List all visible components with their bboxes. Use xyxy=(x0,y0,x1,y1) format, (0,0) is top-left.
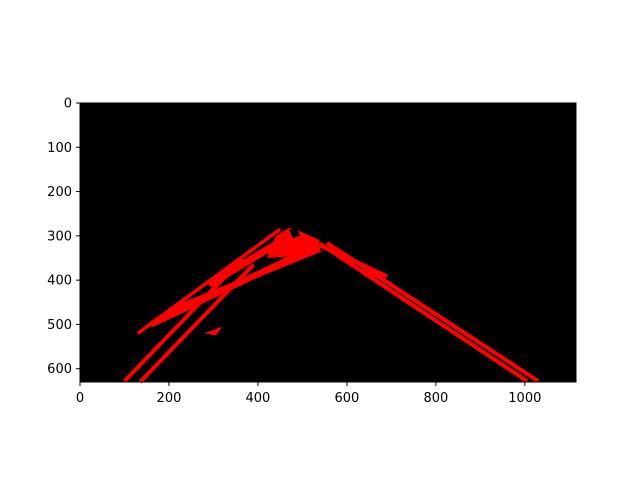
x-tick-label: 800 xyxy=(423,391,448,406)
y-tick-label: 300 xyxy=(47,229,72,244)
x-tick-label: 1000 xyxy=(508,391,541,406)
y-tick-label: 500 xyxy=(47,318,72,333)
axes-frame xyxy=(79,102,577,383)
image-axes: 0 200 400 600 800 1000 0 100 200 300 400 500 600 xyxy=(47,97,577,406)
apex-hole xyxy=(289,228,301,239)
left-upper-band-c xyxy=(167,246,322,314)
x-axis: 0 200 400 600 800 1000 xyxy=(76,382,541,406)
x-tick-label: 400 xyxy=(246,391,271,406)
y-tick-label: 100 xyxy=(47,141,72,156)
right-upper-segment xyxy=(310,239,388,279)
y-tick-label: 0 xyxy=(64,97,72,112)
apex-blob xyxy=(266,227,321,258)
y-tick-label: 200 xyxy=(47,185,72,200)
right-inner-line xyxy=(319,242,529,383)
y-axis: 0 100 200 300 400 500 600 xyxy=(47,97,80,377)
x-tick-label: 0 xyxy=(76,391,84,406)
lane-mask-layer xyxy=(123,227,540,384)
left-lower-fragment-blob xyxy=(204,326,223,336)
x-tick-label: 600 xyxy=(334,391,359,406)
x-tick-label: 200 xyxy=(157,391,182,406)
y-tick-label: 600 xyxy=(47,362,72,377)
right-fragment-blob xyxy=(360,270,387,279)
y-tick-label: 400 xyxy=(47,274,72,289)
